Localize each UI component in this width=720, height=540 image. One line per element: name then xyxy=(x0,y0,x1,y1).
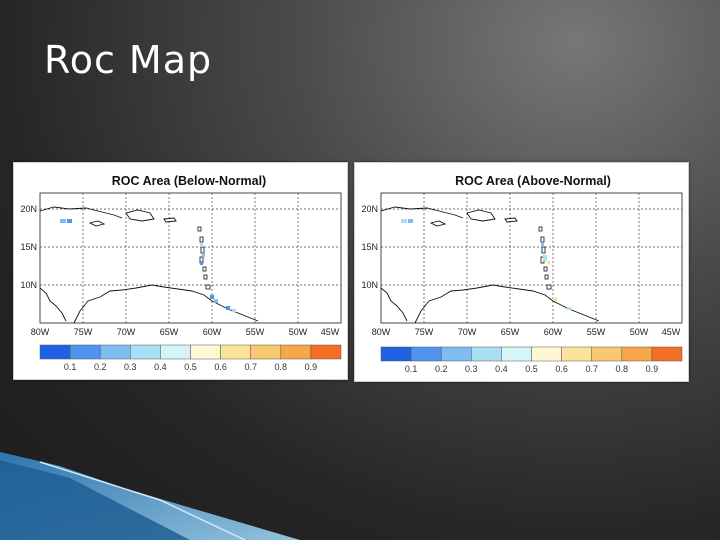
colorbar-tick-label: 0.6 xyxy=(555,364,568,374)
colorbar-swatch xyxy=(99,344,131,360)
lon-label: 45W xyxy=(321,327,340,337)
colorbar-swatch xyxy=(380,346,412,362)
colorbar-swatch xyxy=(410,346,442,362)
map-title: ROC Area (Above-Normal) xyxy=(455,174,611,188)
central-america-coast xyxy=(380,287,408,322)
colorbar-tick-label: 0.4 xyxy=(154,362,167,372)
lon-label: 75W xyxy=(74,327,93,337)
colorbar-tick-label: 0.7 xyxy=(244,362,257,372)
lon-label: 65W xyxy=(501,327,520,337)
south-america-coast xyxy=(414,284,600,324)
roc-map-above-normal: ROC Area (Above-Normal) xyxy=(354,162,689,382)
roc-patches xyxy=(401,219,571,310)
lon-label: 55W xyxy=(246,327,265,337)
colorbar-tick-label: 0.2 xyxy=(435,364,448,374)
jamaica-coast xyxy=(88,220,106,227)
lat-label: 10N xyxy=(361,280,378,290)
roc-map-below-normal: ROC Area (Below-Normal) xyxy=(13,162,348,380)
colorbar-swatch xyxy=(310,344,342,360)
lon-label: 60W xyxy=(203,327,222,337)
lat-label: 15N xyxy=(361,242,378,252)
cuba-coast xyxy=(380,206,464,219)
hispaniola-coast xyxy=(125,209,155,222)
colorbar-swatch xyxy=(69,344,101,360)
lon-label: 80W xyxy=(372,327,391,337)
lat-label: 15N xyxy=(20,242,37,252)
colorbar-swatch xyxy=(501,346,532,362)
colorbar-swatch xyxy=(39,344,71,360)
lon-label: 60W xyxy=(544,327,563,337)
jamaica-coast xyxy=(429,220,447,227)
map-title: ROC Area (Below-Normal) xyxy=(112,174,266,188)
lesser-antilles xyxy=(197,226,211,290)
above-normal-map-svg: ROC Area (Above-Normal) xyxy=(361,174,683,374)
lon-label: 45W xyxy=(662,327,681,337)
colorbar-swatch xyxy=(160,344,191,360)
colorbar-swatch xyxy=(621,346,653,362)
colorbar-tick-label: 0.9 xyxy=(305,362,318,372)
colorbar-swatch xyxy=(220,344,251,360)
hispaniola-coast xyxy=(466,209,496,222)
colorbar-tick-label: 0.3 xyxy=(465,364,478,374)
lat-label: 20N xyxy=(361,204,378,214)
map-plot-area xyxy=(39,192,342,324)
colorbar-swatch xyxy=(471,346,502,362)
colorbar: 0.1 0.2 0.3 0.4 0.5 0.6 0.7 0.8 0.9 xyxy=(380,346,683,374)
colorbar-tick-label: 0.6 xyxy=(214,362,227,372)
lon-label: 50W xyxy=(630,327,649,337)
colorbar: 0.1 0.2 0.3 0.4 0.5 0.6 0.7 0.8 0.9 xyxy=(39,344,342,372)
colorbar-tick-label: 0.9 xyxy=(646,364,659,374)
colorbar-swatch xyxy=(440,346,472,362)
colorbar-swatch xyxy=(651,346,683,362)
lon-label: 75W xyxy=(415,327,434,337)
colorbar-tick-label: 0.4 xyxy=(495,364,508,374)
colorbar-tick-label: 0.1 xyxy=(64,362,77,372)
lon-label: 55W xyxy=(587,327,606,337)
cuba-coast xyxy=(39,206,123,219)
colorbar-swatch xyxy=(130,344,161,360)
puerto-rico-coast xyxy=(163,217,177,223)
lon-label: 70W xyxy=(458,327,477,337)
colorbar-tick-label: 0.3 xyxy=(124,362,137,372)
colorbar-swatch xyxy=(190,344,221,360)
lat-label: 10N xyxy=(20,280,37,290)
colorbar-tick-label: 0.5 xyxy=(184,362,197,372)
colorbar-tick-label: 0.7 xyxy=(585,364,598,374)
lat-label: 20N xyxy=(20,204,37,214)
colorbar-tick-label: 0.8 xyxy=(275,362,288,372)
slide-title: Roc Map xyxy=(44,38,213,82)
decorative-swoosh xyxy=(0,452,300,540)
puerto-rico-coast xyxy=(504,217,518,223)
lon-label: 70W xyxy=(117,327,136,337)
lon-label: 65W xyxy=(160,327,179,337)
colorbar-tick-label: 0.2 xyxy=(94,362,107,372)
colorbar-swatch xyxy=(531,346,562,362)
colorbar-swatch xyxy=(591,346,623,362)
colorbar-swatch xyxy=(280,344,312,360)
lon-label: 50W xyxy=(289,327,308,337)
colorbar-swatch xyxy=(250,344,282,360)
colorbar-tick-label: 0.8 xyxy=(616,364,629,374)
colorbar-tick-label: 0.1 xyxy=(405,364,418,374)
below-normal-map-svg: ROC Area (Below-Normal) xyxy=(20,174,342,372)
roc-patches xyxy=(60,219,236,312)
south-america-coast xyxy=(73,284,259,324)
central-america-coast xyxy=(39,287,67,322)
lesser-antilles xyxy=(538,226,552,290)
lon-label: 80W xyxy=(31,327,50,337)
colorbar-swatch xyxy=(561,346,592,362)
colorbar-tick-label: 0.5 xyxy=(525,364,538,374)
map-plot-area xyxy=(380,192,683,324)
